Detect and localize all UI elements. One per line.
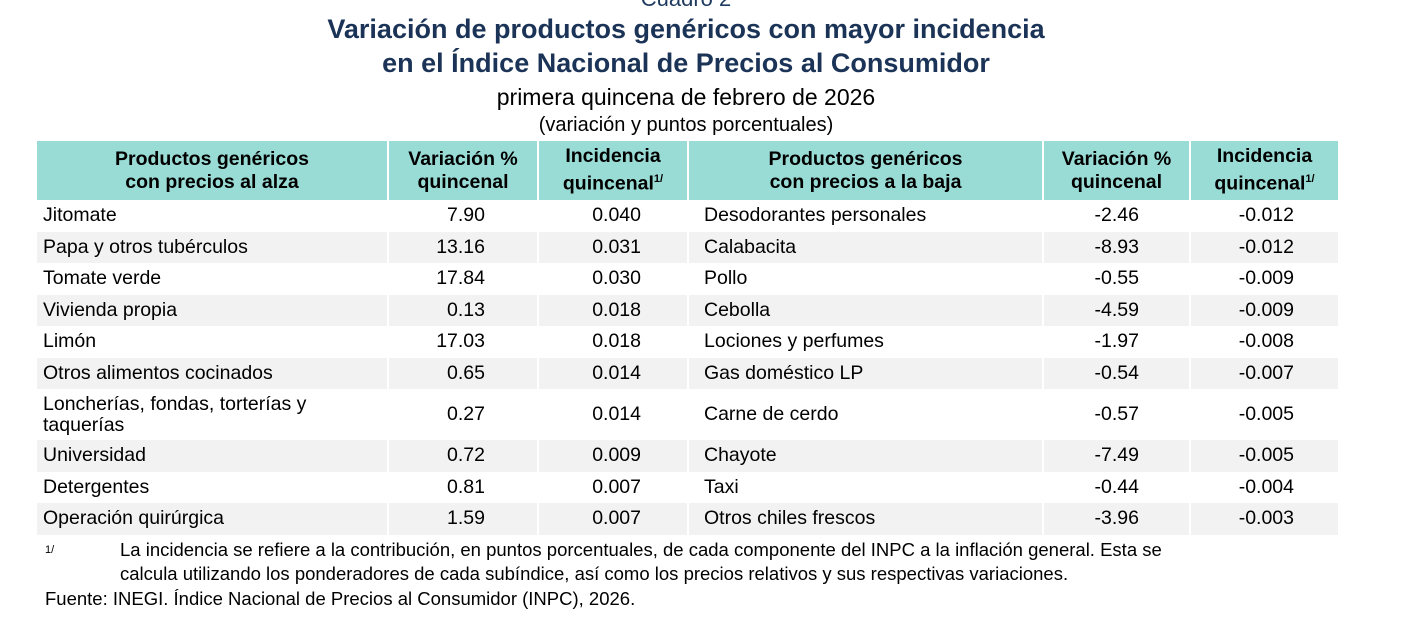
table-row: Otros alimentos cocinados 0.65 0.014 Gas do…	[37, 357, 1338, 389]
cell-up-var: 0.72	[388, 440, 539, 472]
header-down-product: Productos genéricos con precios a la baja	[688, 141, 1044, 200]
cell-down-inc: -0.003	[1190, 503, 1338, 535]
table-row: Vivienda propia 0.13 0.018 Cebolla -4.59 -0.0…	[37, 294, 1338, 326]
cell-up: Detergentes	[37, 471, 389, 503]
cell-up-inc: 0.009	[538, 440, 689, 472]
cell-down-var: -0.54	[1043, 357, 1191, 389]
cell-up-inc: 0.018	[538, 294, 689, 326]
cell-up: Jitomate	[37, 200, 389, 232]
table-row: Papa y otros tubérculos 13.16 0.031 Calabac…	[37, 231, 1338, 263]
table-row: Operación quirúrgica 1.59 0.007 Otros chile…	[37, 503, 1338, 535]
cell-down-var: -4.59	[1043, 294, 1191, 326]
cell-up-inc: 0.007	[538, 503, 689, 535]
cell-up: Otros alimentos cocinados	[37, 357, 389, 389]
cell-up-var: 7.90	[388, 200, 539, 232]
cell-up-var: 0.65	[388, 357, 539, 389]
cell-up-var: 1.59	[388, 503, 539, 535]
cell-up-var: 13.16	[388, 231, 539, 263]
source-note: Fuente: INEGI. Índice Nacional de Precio…	[45, 587, 635, 611]
cell-up: Universidad	[37, 440, 389, 472]
cell-up-inc: 0.007	[538, 471, 689, 503]
table-row: Universidad 0.72 0.009 Chayote -7.49 -0.005	[37, 440, 1338, 472]
cell-up-var: 0.81	[388, 471, 539, 503]
cell-down-inc: -0.009	[1238, 267, 1294, 290]
cell-up-var: 0.13	[388, 294, 539, 326]
source-text: INEGI. Índice Nacional de Precios al Con…	[112, 588, 636, 609]
cell-down: Carne de cerdo	[688, 389, 1044, 440]
header-up-incidence: Incidencia quincenal1/	[538, 141, 689, 200]
cell-down: Pollo	[688, 263, 1044, 295]
cell-down-var: -3.96	[1043, 503, 1191, 535]
table-row: Detergentes 0.81 0.007 Taxi -0.44 -0.004	[37, 471, 1338, 503]
cell-up: Operación quirúrgica	[37, 503, 389, 535]
table-row: Limón 17.03 0.018 Lociones y perfumes -1.97 -…	[37, 326, 1338, 358]
table-row: Loncherías, fondas, torterías y taquería…	[37, 389, 1338, 440]
units-note: (variación y puntos porcentuales)	[538, 114, 834, 136]
cell-up-inc: 0.014	[538, 389, 689, 440]
cell-up: Loncherías, fondas, torterías y taquería…	[37, 389, 389, 440]
cell-down-inc: -0.012	[1238, 204, 1294, 227]
table-caption: Cuadro 2	[0, 0, 1372, 12]
cell-up: Papa y otros tubérculos	[37, 231, 389, 263]
cell-up-var: 0.27	[388, 389, 539, 440]
cell-down-inc: -0.012	[1190, 231, 1338, 263]
cell-down: Gas doméstico LP	[688, 357, 1044, 389]
cell-down: Taxi	[688, 471, 1044, 503]
title-line-1: Variación de productos genéricos con may…	[327, 14, 1045, 44]
cell-up-var: 17.84	[388, 263, 539, 295]
cell-down: Calabacita	[688, 231, 1044, 263]
cell-up-inc: 0.040	[538, 200, 689, 232]
header-up-variation: Variación % quincenal	[388, 141, 539, 200]
cell-up-inc: 0.031	[538, 231, 689, 263]
subtitle: primera quincena de febrero de 2026	[496, 84, 876, 110]
incidence-table: Productos genéricos con precios al alza V…	[37, 141, 1338, 535]
cell-down-var: -7.49	[1043, 440, 1191, 472]
cell-down-inc: -0.007	[1190, 357, 1338, 389]
cell-up: Vivienda propia	[37, 294, 389, 326]
cell-down-inc: -0.009	[1190, 294, 1338, 326]
cell-up: Tomate verde	[37, 263, 389, 295]
cell-down-inc: -0.005	[1238, 403, 1294, 425]
cell-down-var: -8.93	[1043, 231, 1191, 263]
footnote-line-1: La incidencia se refiere a la contribuci…	[120, 539, 1162, 560]
cell-down: Cebolla	[688, 294, 1044, 326]
header-row: Productos genéricos con precios al alza V…	[37, 141, 1338, 200]
header-down-incidence: Incidencia quincenal1/	[1190, 141, 1338, 200]
footnote-mark: 1/	[45, 544, 55, 556]
source-label: Fuente:	[45, 588, 108, 609]
cell-down: Chayote	[688, 440, 1044, 472]
footnote-line-2: calcula utilizando los ponderadores de c…	[120, 563, 1069, 584]
cell-down-var: -0.44	[1043, 471, 1191, 503]
table-row: Tomate verde 17.84 0.030 Pollo -0.55 -0.009	[37, 263, 1338, 295]
cell-down: Desodorantes personales	[688, 200, 1044, 232]
cell-up-inc: 0.014	[538, 357, 689, 389]
cell-down-var: -0.57	[1043, 389, 1191, 440]
cell-down-inc: -0.008	[1238, 330, 1294, 353]
cell-down-inc: -0.005	[1190, 440, 1338, 472]
cell-up: Limón	[37, 326, 389, 358]
cell-down: Otros chiles frescos	[688, 503, 1044, 535]
table-row: Jitomate 7.90 0.040 Desodorantes personales…	[37, 200, 1338, 232]
header-down-variation: Variación % quincenal	[1043, 141, 1191, 200]
cell-down-var: -1.97	[1043, 326, 1191, 358]
cell-down-var: -2.46	[1043, 200, 1191, 232]
cell-down-inc: -0.004	[1238, 475, 1294, 498]
header-up-product: Productos genéricos con precios al alza	[37, 141, 389, 200]
cell-up-inc: 0.030	[538, 263, 689, 295]
cell-up-var: 17.03	[388, 326, 539, 358]
title-line-2: en el Índice Nacional de Precios al Cons…	[382, 48, 990, 78]
cell-down: Lociones y perfumes	[688, 326, 1044, 358]
cell-up-inc: 0.018	[538, 326, 689, 358]
cell-down-var: -0.55	[1043, 263, 1191, 295]
